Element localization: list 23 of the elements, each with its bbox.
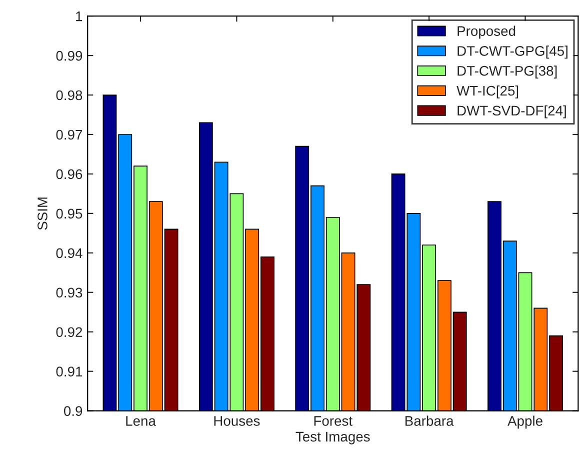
legend-label: DT-CWT-PG[38] (458, 66, 557, 79)
legend-label: WT-IC[25] (456, 85, 518, 98)
legend-label: Proposed (458, 26, 516, 39)
x-axis-title: Test Images (296, 432, 370, 444)
y-tick-label: 0.97 (56, 130, 82, 140)
y-tick-label: 0.92 (56, 327, 82, 338)
x-tick-label: Apple (508, 416, 542, 429)
y-tick-label: 0.96 (56, 169, 82, 180)
legend-label: DWT-SVD-DF[24] (458, 105, 566, 118)
y-tick-label: 0.91 (56, 366, 82, 376)
x-tick-label: Houses (214, 416, 260, 426)
y-tick-label: 1 (76, 12, 82, 22)
x-tick-label: Barbara (406, 416, 454, 426)
y-tick-label: 0.94 (56, 248, 82, 258)
y-tick-label: 0.99 (56, 50, 82, 61)
y-tick-label: 0.95 (56, 208, 82, 219)
x-tick-label: Lena (126, 416, 156, 426)
y-tick-label: 0.9 (64, 406, 82, 416)
y-axis-title: SSIM (38, 198, 48, 230)
x-tick-label: Forest (314, 416, 352, 426)
y-tick-label: 0.98 (56, 90, 82, 100)
legend-label: DT-CWT-GPG[45] (458, 46, 568, 59)
y-tick-label: 0.93 (56, 288, 82, 298)
